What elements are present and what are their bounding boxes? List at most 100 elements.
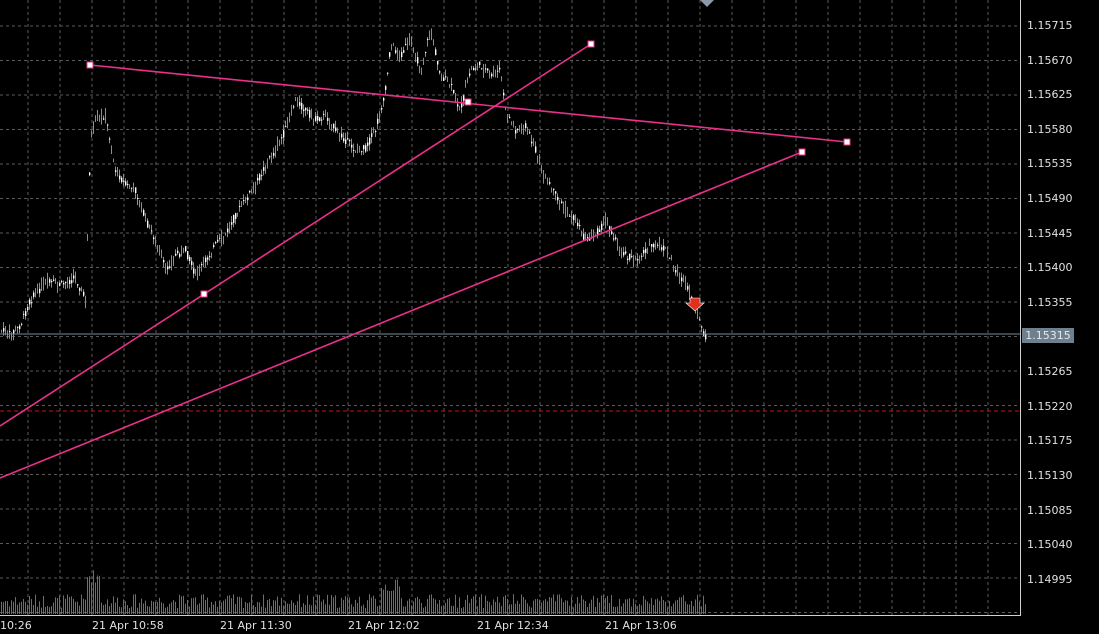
candle-body [657, 244, 659, 246]
candle-body [643, 249, 645, 254]
candle-body [23, 313, 25, 315]
candle-body [417, 57, 419, 64]
time-label: 10:26 [0, 619, 32, 632]
candle-body [257, 177, 259, 181]
candle-body [327, 117, 329, 121]
candle-body [645, 248, 647, 253]
candle-body [555, 191, 557, 194]
trendline-anchor[interactable] [86, 61, 94, 69]
trendline-lower[interactable] [0, 151, 803, 479]
candle-body [385, 86, 387, 90]
candle-body [233, 215, 235, 223]
candle-body [235, 213, 237, 219]
trendline-anchor[interactable] [200, 290, 208, 298]
candle-body [341, 133, 343, 138]
candle-body [535, 146, 537, 153]
candle-body [201, 263, 203, 266]
candle-body [425, 51, 427, 53]
candle-body [83, 291, 85, 296]
candle-body [77, 284, 79, 286]
candle-body [9, 330, 11, 332]
candle-body [213, 245, 215, 248]
candle-body [377, 118, 379, 124]
candle-body [115, 170, 117, 172]
candle-body [3, 328, 5, 332]
price-label: 1.14995 [1027, 573, 1073, 586]
trendline-anchor[interactable] [464, 98, 472, 106]
candle-body [17, 326, 19, 328]
candle-body [491, 73, 493, 77]
candle-body [475, 68, 477, 70]
candle-body [705, 334, 707, 340]
candle-body [89, 172, 91, 176]
candle-body [29, 299, 31, 305]
candle-body [153, 237, 155, 240]
gray-triangle-icon [700, 0, 714, 7]
price-label: 1.15040 [1027, 538, 1073, 551]
time-label: 21 Apr 11:30 [220, 619, 292, 632]
trendline-anchor[interactable] [798, 148, 806, 156]
candle-body [121, 177, 123, 183]
candle-body [509, 116, 511, 118]
candle-body [461, 102, 463, 108]
candle-body [151, 230, 153, 232]
candle-body [549, 182, 551, 184]
candle-body [389, 52, 391, 57]
candle-body [675, 269, 677, 273]
candle-body [663, 245, 665, 251]
candle-body [351, 144, 353, 148]
candle-body [599, 229, 601, 232]
trendline-anchor[interactable] [587, 40, 595, 48]
time-label: 21 Apr 13:06 [605, 619, 677, 632]
candle-body [589, 238, 591, 241]
candle-body [123, 180, 125, 182]
trendline-steep[interactable] [0, 43, 592, 427]
candle-body [631, 256, 633, 258]
candle-body [681, 277, 683, 282]
candle-body [487, 68, 489, 71]
candle-body [623, 252, 625, 256]
candle-body [403, 50, 405, 53]
candle-body [107, 124, 109, 126]
candle-body [401, 52, 403, 58]
price-label: 1.15085 [1027, 504, 1073, 517]
candle-body [179, 253, 181, 257]
candle-body [169, 266, 171, 268]
candle-body [569, 215, 571, 217]
price-label: 1.15580 [1027, 123, 1073, 136]
candle-body [369, 137, 371, 145]
chart-grid [0, 0, 1020, 615]
candle-body [701, 326, 703, 328]
candle-body [299, 102, 301, 106]
price-label: 1.15670 [1027, 54, 1073, 67]
candle-body [383, 98, 385, 101]
candle-body [601, 223, 603, 230]
trendline-anchor[interactable] [843, 138, 851, 146]
candle-body [303, 109, 305, 112]
candle-body [103, 118, 105, 120]
candle-body [301, 102, 303, 110]
candle-body [439, 71, 441, 73]
candle-body [375, 131, 377, 133]
candle-body [53, 279, 55, 281]
candle-body [319, 117, 321, 122]
time-label: 21 Apr 12:34 [477, 619, 549, 632]
candle-body [21, 323, 23, 325]
candle-body [627, 258, 629, 260]
candle-body [31, 302, 33, 304]
candle-body [27, 307, 29, 311]
candle-body [305, 107, 307, 111]
candle-body [333, 123, 335, 129]
candle-body [387, 72, 389, 74]
candle-body [263, 167, 265, 171]
candle-body [25, 311, 27, 317]
candle-body [703, 331, 705, 336]
candle-body [363, 145, 365, 150]
candle-body [463, 95, 465, 101]
candle-body [167, 266, 169, 270]
candle-body [49, 279, 51, 283]
candle-body [51, 281, 53, 283]
candle-body [365, 145, 367, 152]
